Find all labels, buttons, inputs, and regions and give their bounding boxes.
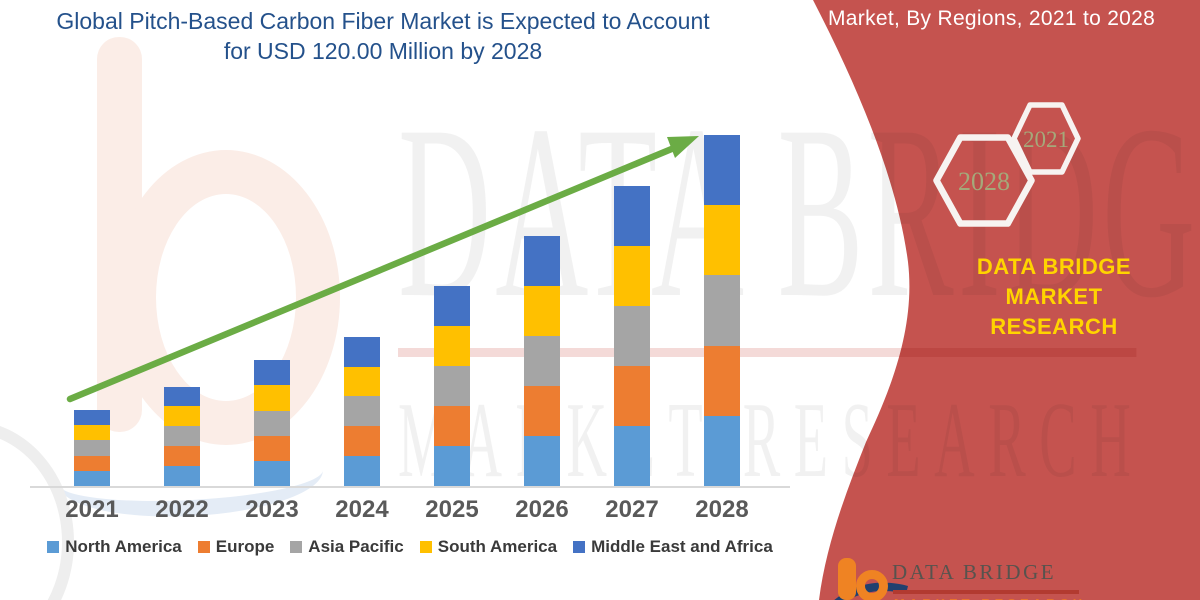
chart-title-line2: for USD 120.00 Million by 2028 — [223, 38, 543, 64]
bar-segment — [164, 466, 200, 486]
legend-swatch-icon — [419, 541, 432, 553]
data-bridge-logo: DATA BRIDGE MARKET RESEARCH — [830, 552, 1110, 600]
bar-segment — [434, 325, 470, 366]
legend-label: South America — [437, 537, 558, 556]
x-axis-label: 2026 — [515, 496, 569, 523]
bar-segment — [344, 426, 380, 457]
chart-title: Global Pitch-Based Carbon Fiber Market i… — [18, 6, 748, 66]
bar-segment — [74, 425, 110, 441]
legend-item: Europe — [197, 537, 275, 557]
hexagon-2021-label: 2021 — [1023, 127, 1069, 152]
bar-segment — [614, 426, 650, 486]
bar-segment — [164, 386, 200, 407]
bar-segment — [434, 365, 470, 406]
data-bridge-logo-icon — [834, 558, 908, 600]
bar-segment — [74, 409, 110, 426]
legend-item: South America — [419, 537, 558, 557]
legend-swatch-icon — [290, 541, 303, 553]
bar-segment — [344, 456, 380, 486]
side-panel-brand-line2: RESEARCH — [990, 314, 1118, 339]
logo-wordmark: DATA BRIDGE — [892, 560, 1057, 584]
bar-segment — [704, 345, 740, 416]
bar-segment — [524, 435, 560, 486]
bar-segment — [254, 435, 290, 461]
bar-segment — [704, 205, 740, 276]
bar-segment — [344, 336, 380, 367]
x-axis-label: 2023 — [245, 496, 299, 523]
bar-segment — [524, 285, 560, 336]
x-axis-label: 2024 — [335, 496, 389, 523]
x-axis-label: 2021 — [65, 496, 119, 523]
legend-swatch-icon — [197, 541, 210, 553]
bar-segment — [614, 186, 650, 247]
legend-item: Asia Pacific — [290, 537, 404, 557]
legend-label: North America — [65, 537, 182, 556]
bar-segment — [704, 415, 740, 486]
chart-legend: North America Europe Asia Pacific South Ame… — [30, 537, 790, 557]
bar-segment — [164, 446, 200, 467]
logo-underline — [893, 590, 1079, 594]
chart-title-line1: Global Pitch-Based Carbon Fiber Market i… — [56, 8, 710, 34]
legend-label: Asia Pacific — [308, 537, 404, 556]
legend-item: North America — [47, 537, 182, 557]
x-axis-label: 2028 — [695, 496, 749, 523]
bar-segment — [704, 275, 740, 346]
bar-segment — [254, 460, 290, 486]
bar-segment — [524, 335, 560, 386]
bar-segment — [614, 366, 650, 427]
hexagon-2028-icon — [933, 134, 1035, 227]
bar-segment — [434, 405, 470, 446]
side-panel-heading: Market, By Regions, 2021 to 2028 — [828, 7, 1156, 30]
bar-segment — [614, 246, 650, 307]
x-axis-label: 2022 — [155, 496, 209, 523]
bar-segment — [74, 470, 110, 486]
bar-segment — [524, 385, 560, 436]
bar-segment — [434, 285, 470, 326]
x-axis-line — [30, 486, 790, 488]
legend-label: Europe — [215, 537, 275, 556]
bar-segment — [704, 135, 740, 206]
bar-segment — [524, 235, 560, 286]
side-panel-brand-line1: DATA BRIDGE MARKET — [976, 254, 1132, 309]
bar-segment — [614, 306, 650, 367]
x-axis-label: 2025 — [425, 496, 479, 523]
side-panel-brand: DATA BRIDGE MARKET RESEARCH — [938, 252, 1170, 342]
legend-label: Middle East and Africa — [591, 537, 773, 556]
bar-segment — [254, 360, 290, 386]
x-axis-label: 2027 — [605, 496, 659, 523]
logo-subtitle: MARKET RESEARCH — [894, 596, 1086, 600]
bar-segment — [164, 406, 200, 427]
legend-swatch-icon — [573, 541, 586, 553]
hexagon-2021-icon — [1011, 102, 1081, 175]
bar-segment — [434, 445, 470, 486]
bar-segment — [74, 440, 110, 456]
bar-segment — [74, 455, 110, 471]
hexagon-2028-label: 2028 — [958, 167, 1010, 196]
bar-segment — [164, 426, 200, 447]
legend-swatch-icon — [47, 541, 60, 553]
bar-segment — [254, 385, 290, 411]
bar-segment — [344, 366, 380, 397]
bar-segment — [254, 410, 290, 436]
bar-segment — [344, 396, 380, 427]
legend-item: Middle East and Africa — [573, 537, 773, 557]
